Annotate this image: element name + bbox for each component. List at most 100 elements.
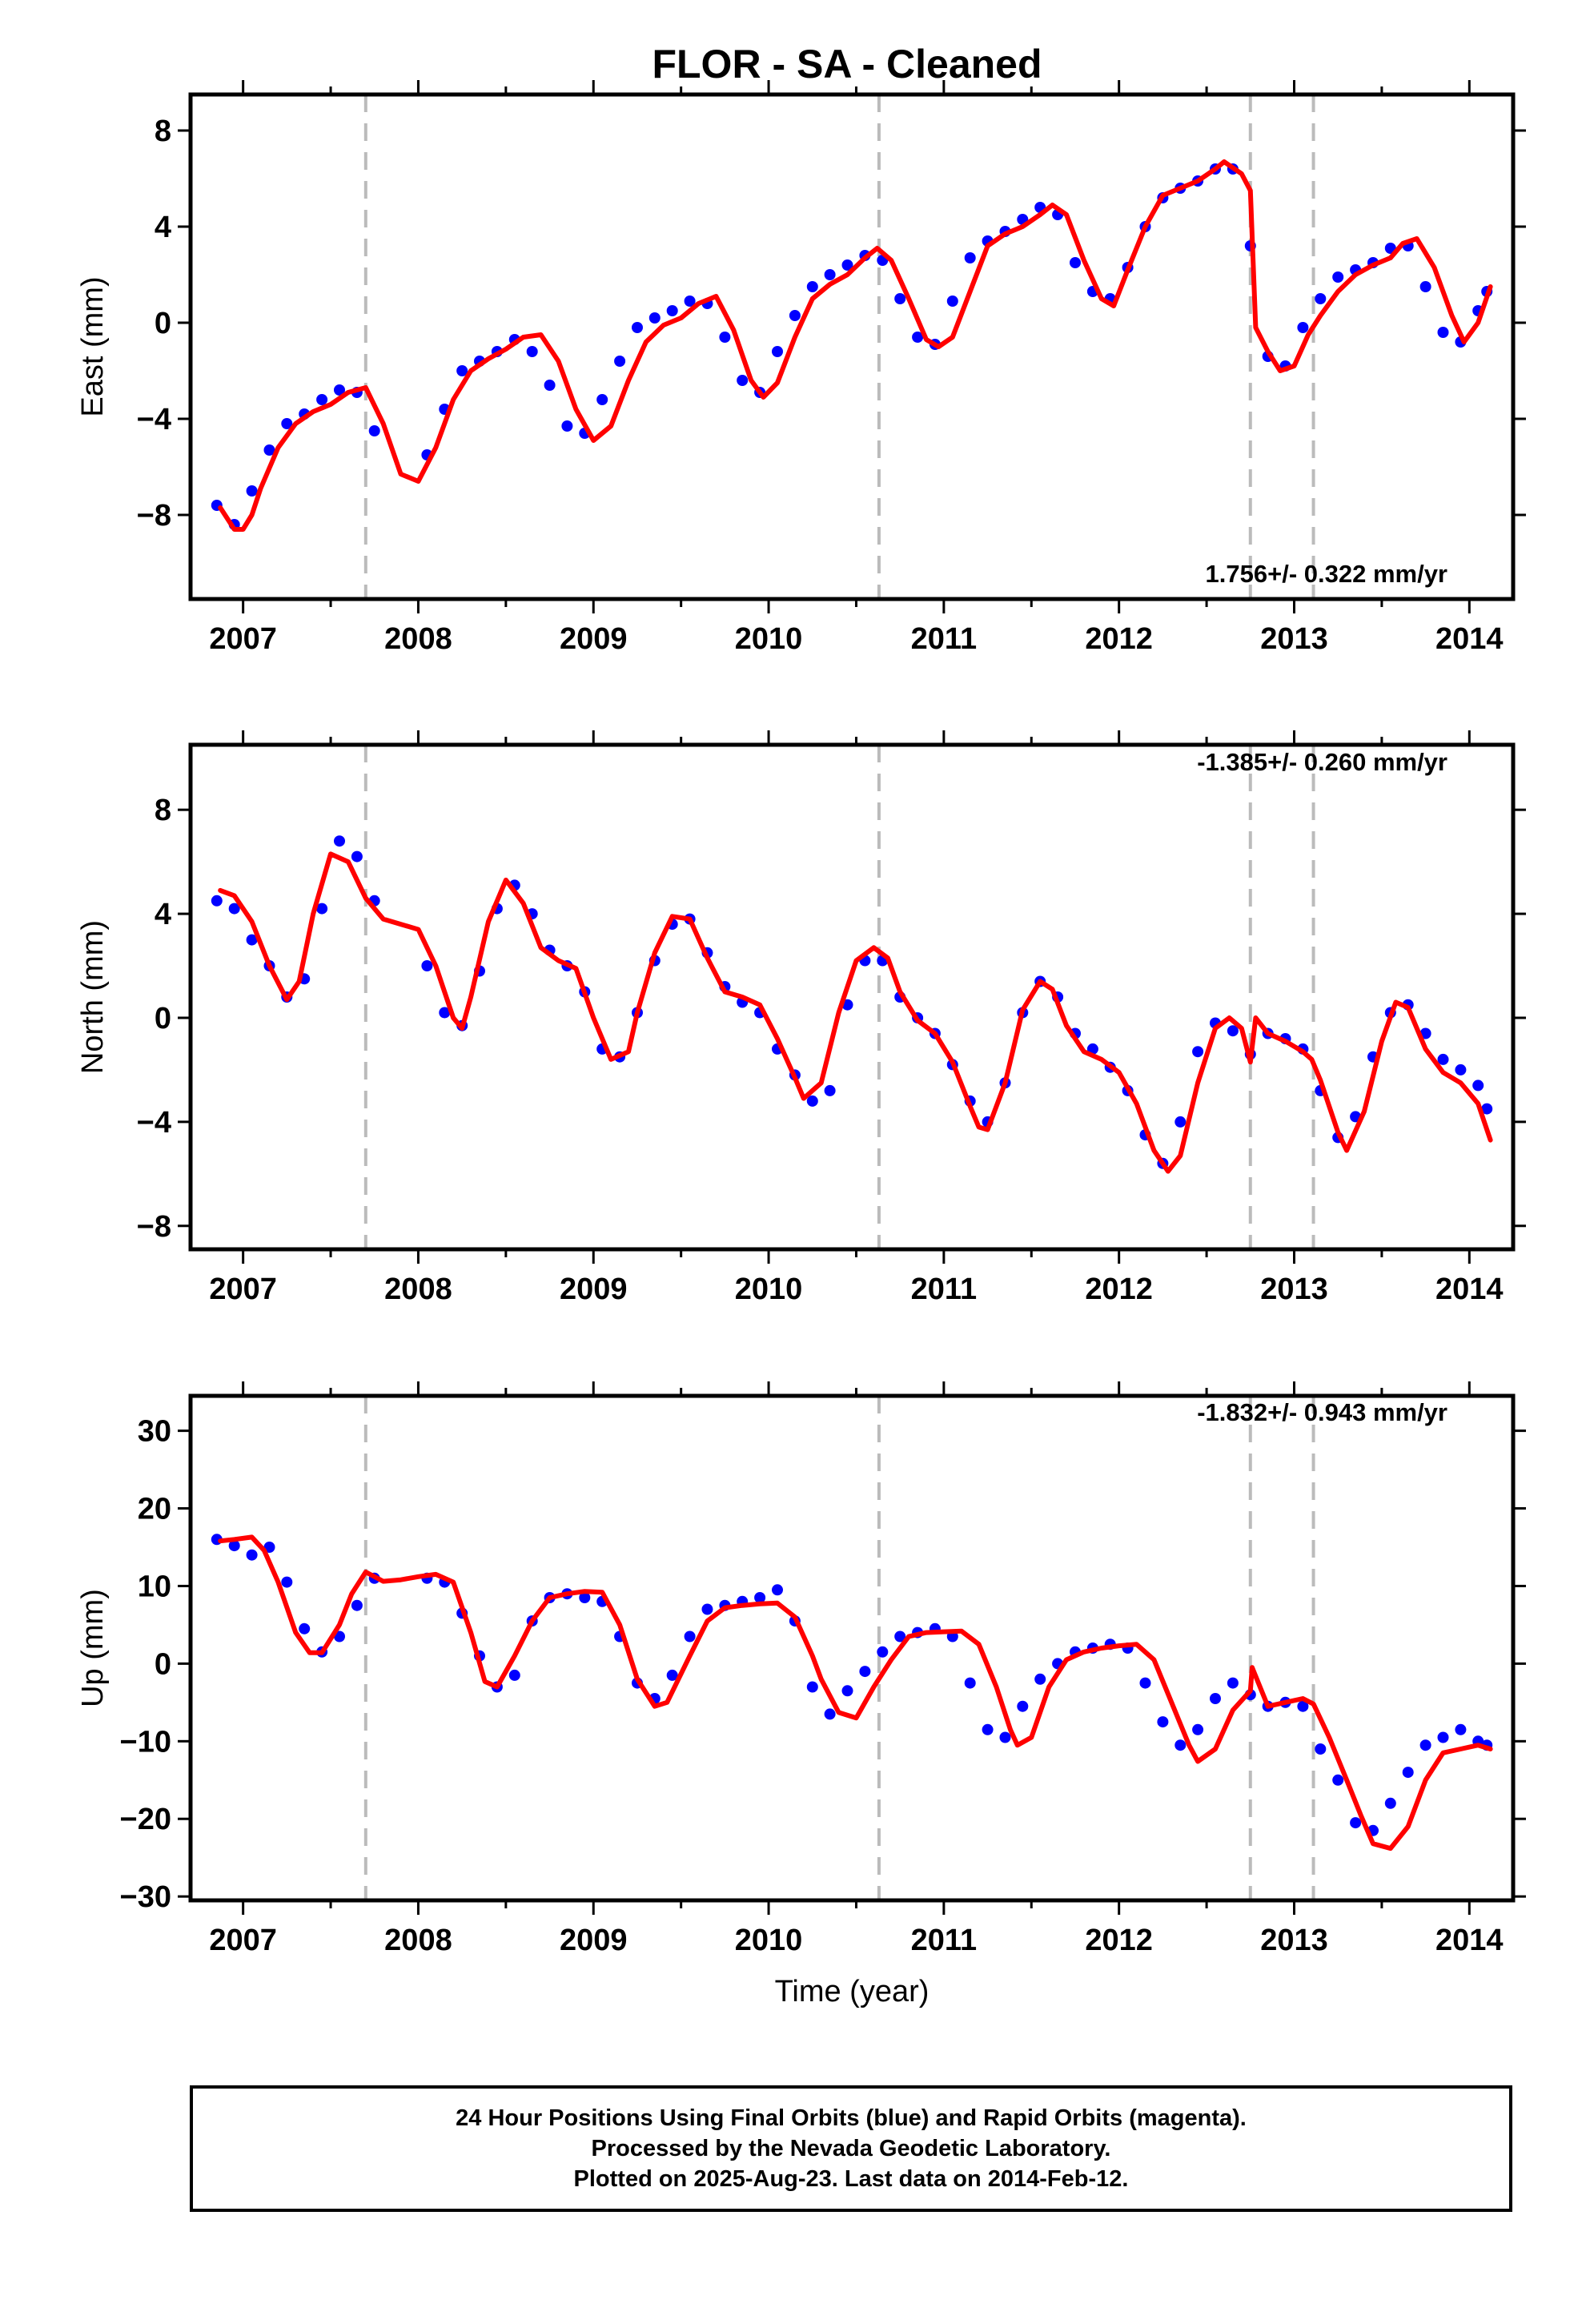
- data-point: [772, 1584, 783, 1596]
- data-layer: [211, 159, 1493, 532]
- data-point: [841, 1685, 853, 1697]
- x-tick-label: 2009: [560, 1273, 628, 1306]
- y-axis-label: Up (mm): [76, 1589, 110, 1707]
- data-point: [1070, 257, 1081, 268]
- data-point: [684, 1630, 696, 1642]
- data-point: [281, 418, 293, 429]
- data-point: [806, 1681, 818, 1693]
- x-tick-label: 2013: [1260, 1273, 1328, 1306]
- x-tick-label: 2008: [384, 1273, 452, 1306]
- panel-frame: [188, 742, 1516, 1252]
- data-point: [316, 394, 328, 405]
- data-point: [894, 1630, 906, 1642]
- data-point: [1157, 1716, 1169, 1728]
- data-point: [737, 375, 749, 386]
- x-tick-label: 2010: [735, 622, 803, 656]
- data-point: [1402, 1767, 1414, 1779]
- data-point: [772, 346, 783, 357]
- data-point: [1192, 1723, 1204, 1735]
- data-point: [1384, 1797, 1396, 1809]
- footer-line-1: 24 Hour Positions Using Final Orbits (bl…: [456, 2105, 1247, 2131]
- data-point: [648, 312, 661, 324]
- y-tick-label: −4: [137, 1106, 171, 1140]
- y-tick-label: 4: [155, 898, 171, 931]
- x-tick-label: 2010: [735, 1924, 803, 1957]
- data-point: [982, 1723, 994, 1735]
- data-point: [246, 485, 258, 497]
- data-point: [351, 1599, 363, 1611]
- data-point: [719, 332, 731, 343]
- data-point: [912, 332, 924, 343]
- data-point: [1472, 1080, 1484, 1092]
- data-point: [351, 850, 363, 862]
- data-point: [1227, 1677, 1239, 1689]
- data-point: [1437, 1053, 1449, 1065]
- data-point: [999, 1731, 1011, 1743]
- y-tick-label: 4: [155, 211, 171, 244]
- panel-1: 2007 2008 2009 2010 2011 2012 2013 2014 −8 −4 0 4 8 N…: [76, 730, 1526, 1306]
- data-point: [246, 934, 258, 946]
- data-point: [1437, 1731, 1449, 1743]
- x-tick-label: 2011: [911, 1273, 977, 1306]
- y-tick-label: 10: [138, 1570, 171, 1603]
- data-point: [334, 835, 345, 847]
- data-point: [1455, 1723, 1467, 1735]
- data-layer: [211, 835, 1493, 1174]
- panel-frame: [188, 92, 1516, 601]
- data-point: [316, 903, 328, 915]
- data-point: [1332, 1774, 1344, 1786]
- y-tick-label: −10: [120, 1725, 171, 1759]
- data-point: [824, 1084, 836, 1096]
- x-tick-label: 2013: [1260, 622, 1328, 656]
- data-point: [1210, 1693, 1221, 1704]
- panel-0: 2007 2008 2009 2010 2011 2012 2013 2014 −8 −4 0 4 8 E…: [76, 80, 1526, 656]
- x-tick-label: 2011: [911, 622, 977, 656]
- x-tick-label: 2014: [1435, 1273, 1504, 1306]
- y-tick-label: −8: [137, 499, 171, 533]
- data-point: [334, 384, 345, 396]
- figure-title: FLOR - SA - Cleaned: [652, 42, 1042, 86]
- data-point: [1192, 1046, 1204, 1058]
- x-tick-label: 2012: [1085, 1273, 1153, 1306]
- data-point: [544, 380, 556, 391]
- data-point: [211, 895, 223, 907]
- model-fit-line: [218, 851, 1493, 1174]
- data-point: [1455, 1063, 1467, 1076]
- data-point: [614, 356, 626, 367]
- data-point: [754, 1592, 766, 1603]
- x-tick-label: 2009: [560, 1924, 628, 1957]
- data-point: [228, 1540, 240, 1552]
- data-point: [1332, 271, 1344, 283]
- y-tick-label: 0: [155, 307, 171, 340]
- data-point: [806, 1095, 818, 1107]
- y-tick-label: −4: [137, 403, 171, 436]
- data-point: [789, 310, 801, 321]
- data-point: [263, 444, 275, 456]
- data-point: [299, 1622, 311, 1634]
- data-point: [281, 1576, 293, 1588]
- data-point: [824, 1708, 836, 1720]
- data-point: [596, 394, 608, 405]
- data-point: [1139, 1677, 1151, 1689]
- data-point: [508, 1669, 520, 1681]
- x-tick-label: 2007: [209, 1924, 277, 1957]
- x-tick-label: 2012: [1085, 622, 1153, 656]
- data-point: [894, 293, 906, 304]
- data-point: [859, 1666, 871, 1678]
- model-fit-line: [218, 1534, 1493, 1852]
- data-point: [1297, 1700, 1309, 1712]
- data-point: [701, 1603, 713, 1615]
- panel-frame: [188, 1393, 1516, 1903]
- panel-2: 2007 2008 2009 2010 2011 2012 2013 2014−30−20−1…: [76, 1381, 1526, 2008]
- y-axis-label: East (mm): [76, 276, 110, 416]
- data-point: [946, 296, 958, 307]
- data-point: [1174, 1739, 1186, 1751]
- data-point: [666, 1669, 678, 1681]
- rate-label: 1.756+/- 0.322 mm/yr: [1206, 560, 1447, 588]
- data-point: [632, 322, 643, 333]
- data-point: [964, 252, 976, 263]
- data-point: [1481, 1103, 1493, 1115]
- x-tick-label: 2009: [560, 622, 628, 656]
- data-point: [1419, 281, 1431, 292]
- x-tick-label: 2008: [384, 622, 452, 656]
